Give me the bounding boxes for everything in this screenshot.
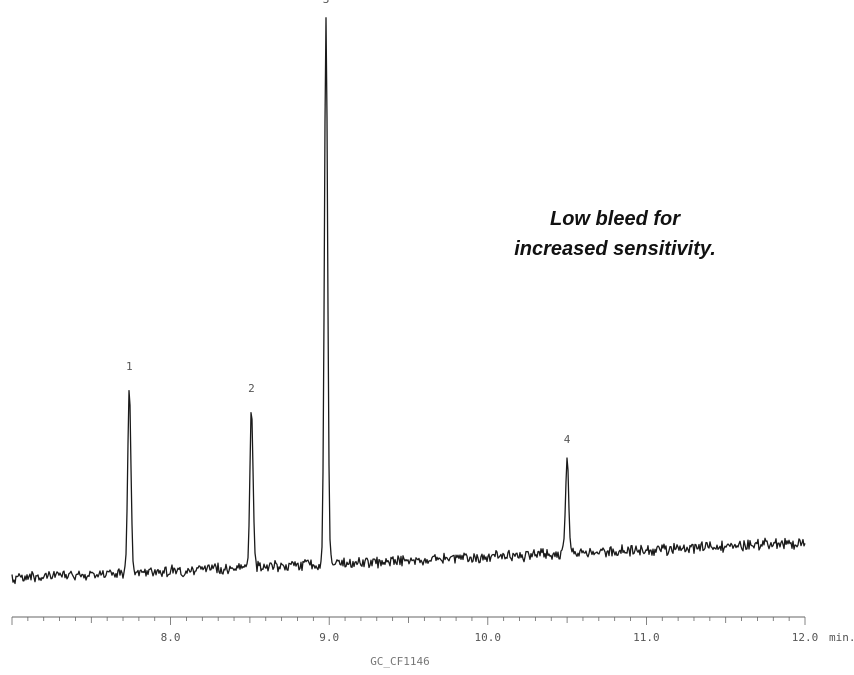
x-tick-label: 8.0 [161,631,181,644]
x-axis: 8.0 9.0 10.0 11.0 12.0 min. [11,616,854,644]
sensitivity-annotation: Low bleed for increased sensitivity. [470,204,760,264]
peak-labels: 1 2 3 4 [126,0,571,446]
peak-label-3: 3 [323,0,330,6]
annotation-line-1: Low bleed for [550,208,680,230]
x-unit-label: min. [829,631,854,644]
x-tick-label: 9.0 [319,631,339,644]
annotation-line-2: increased sensitivity. [514,238,716,260]
peak-label-2: 2 [248,382,255,395]
peak-label-1: 1 [126,360,133,373]
x-tick-label: 11.0 [633,631,660,644]
chromatogram-trace [11,17,806,585]
peak-label-4: 4 [564,433,571,446]
figure-code: GC_CF1146 [370,655,430,668]
x-tick-label: 12.0 [792,631,819,644]
x-tick-label: 10.0 [475,631,502,644]
chromatogram-line [11,17,806,585]
